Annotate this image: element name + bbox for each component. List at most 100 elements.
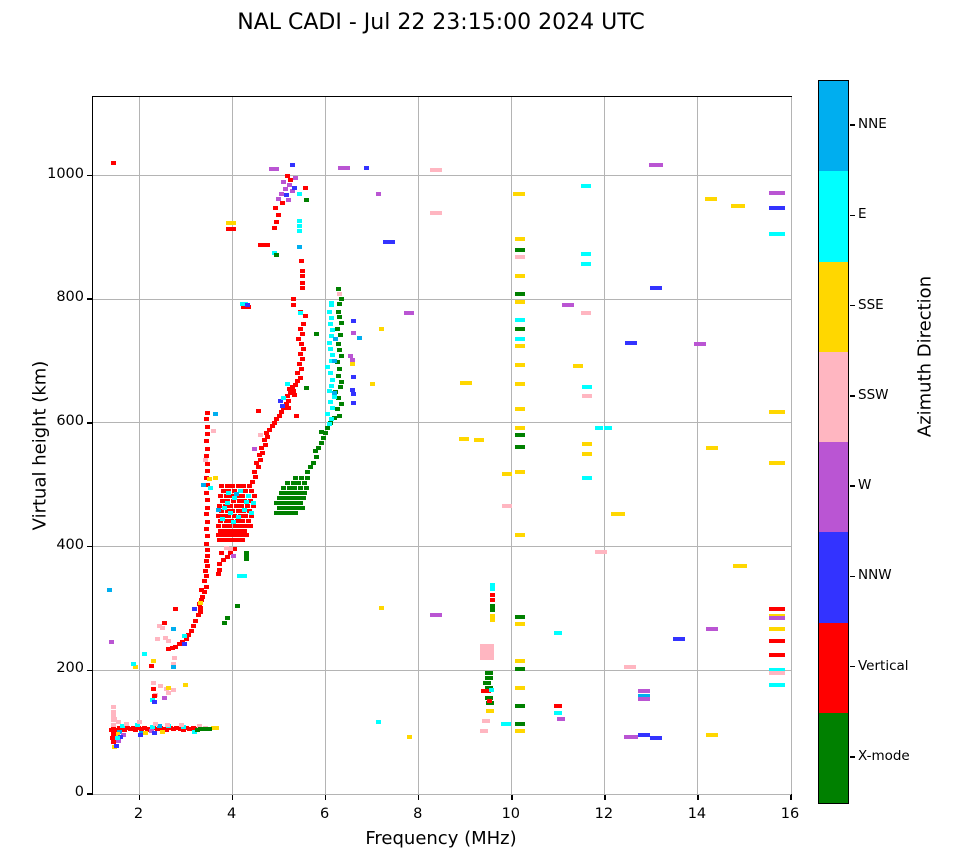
- data-point: [333, 337, 339, 342]
- data-point: [286, 485, 292, 490]
- gridline-x: [604, 97, 606, 794]
- data-point: [216, 513, 222, 518]
- data-point: [110, 718, 116, 723]
- data-point: [554, 704, 563, 709]
- data-point: [336, 341, 342, 346]
- data-point: [769, 607, 786, 612]
- data-point: [515, 667, 526, 672]
- y-tick-label: 200: [56, 660, 84, 677]
- data-point: [204, 527, 210, 532]
- data-point: [240, 493, 246, 498]
- data-point: [290, 303, 296, 308]
- data-point: [180, 727, 186, 732]
- data-point: [269, 166, 279, 171]
- data-point: [164, 727, 170, 732]
- data-point: [225, 533, 231, 538]
- data-point: [150, 680, 156, 685]
- data-point: [218, 508, 224, 513]
- data-point: [251, 446, 257, 451]
- data-point: [258, 445, 264, 450]
- data-point: [485, 696, 494, 701]
- colorbar-tick-label: X-mode: [858, 747, 910, 764]
- data-point: [243, 488, 249, 493]
- colorbar-tick-label: SSW: [858, 386, 889, 403]
- data-point: [287, 178, 293, 183]
- data-point: [203, 541, 209, 546]
- x-tick: [138, 795, 141, 800]
- data-point: [320, 435, 326, 440]
- data-point: [161, 727, 167, 732]
- data-point: [283, 500, 289, 505]
- data-point: [290, 495, 296, 500]
- data-point: [769, 461, 786, 466]
- data-point: [298, 485, 304, 490]
- data-point: [240, 518, 246, 523]
- data-point: [236, 574, 247, 579]
- data-point: [298, 351, 304, 356]
- data-point: [300, 321, 306, 326]
- data-point: [486, 709, 495, 714]
- data-point: [337, 301, 343, 306]
- data-point: [220, 488, 226, 493]
- data-point: [323, 430, 329, 435]
- data-point: [595, 425, 604, 430]
- data-point: [338, 385, 344, 390]
- data-point: [327, 399, 333, 404]
- data-point: [292, 510, 298, 515]
- data-point: [276, 505, 282, 510]
- data-point: [278, 398, 284, 403]
- data-point: [338, 333, 344, 338]
- data-point: [263, 430, 269, 435]
- data-point: [515, 247, 526, 252]
- data-point: [349, 358, 355, 363]
- data-point: [217, 568, 223, 573]
- data-point: [231, 538, 237, 543]
- data-point: [281, 179, 287, 184]
- data-point: [237, 528, 243, 533]
- data-point: [191, 730, 197, 735]
- data-point: [193, 618, 199, 623]
- data-point: [334, 407, 340, 412]
- data-point: [769, 668, 786, 673]
- x-tick: [417, 795, 420, 800]
- data-point: [292, 176, 298, 181]
- data-point: [249, 479, 255, 484]
- data-point: [226, 538, 232, 543]
- data-point: [515, 445, 526, 450]
- data-point: [232, 496, 238, 501]
- data-point: [350, 401, 356, 406]
- data-point: [336, 291, 342, 296]
- data-point: [326, 340, 332, 345]
- data-point: [152, 731, 158, 736]
- data-point: [290, 388, 296, 393]
- colorbar-tick-label: NNE: [858, 116, 887, 133]
- data-point: [637, 733, 650, 738]
- data-point: [204, 446, 210, 451]
- data-point: [330, 406, 336, 411]
- data-point: [191, 623, 197, 628]
- data-point: [349, 388, 355, 393]
- data-point: [459, 437, 470, 441]
- data-point: [403, 310, 414, 315]
- data-point: [769, 627, 786, 632]
- colorbar-axis-label: Azimuth Direction: [914, 275, 936, 438]
- data-point: [255, 465, 261, 470]
- data-point: [173, 644, 179, 649]
- data-point: [303, 485, 309, 490]
- data-point: [150, 697, 156, 702]
- data-point: [138, 727, 144, 732]
- data-point: [595, 550, 608, 555]
- data-point: [246, 484, 252, 488]
- gridline-y: [93, 669, 791, 671]
- data-point: [379, 605, 385, 610]
- data-point: [275, 197, 281, 202]
- data-point: [207, 727, 213, 732]
- data-point: [278, 510, 284, 515]
- data-point: [501, 722, 512, 727]
- data-point: [200, 727, 206, 732]
- data-point: [161, 695, 167, 700]
- x-tick-label: 8: [413, 806, 423, 822]
- data-point: [219, 516, 225, 521]
- data-point: [350, 375, 356, 380]
- data-point: [300, 495, 306, 500]
